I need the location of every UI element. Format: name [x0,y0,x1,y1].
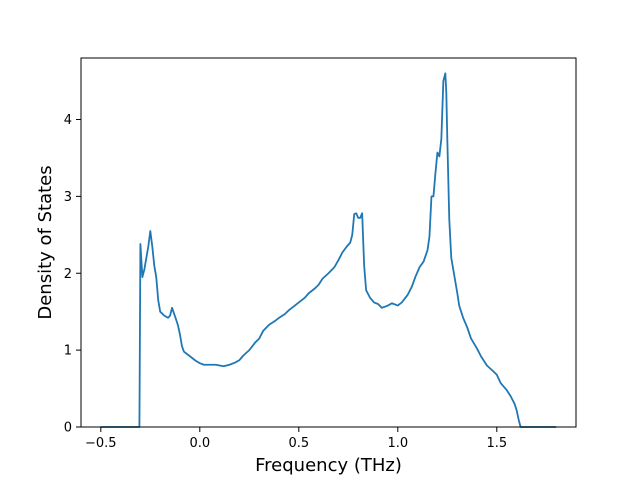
x-tick-label: −0.5 [85,436,117,451]
series-layer [100,72,557,428]
x-tick-label: 1.5 [486,436,507,451]
x-tick-label: 0.0 [189,436,210,451]
y-tick-label: 1 [64,344,72,359]
y-tick-label: 0 [64,421,72,436]
x-axis-ticks: −0.5 0.0 0.5 1.0 1.5 [85,427,507,451]
y-axis-title: Density of States [35,165,56,319]
x-axis-title: Frequency (THz) [255,455,402,476]
dos-series-line [100,72,557,428]
y-axis-ticks: 0 1 2 3 4 [64,113,81,436]
x-tick-label: 1.0 [387,436,408,451]
plot-frame [80,57,577,428]
y-tick-label: 2 [64,267,72,282]
y-tick-label: 4 [64,113,72,128]
x-tick-label: 0.5 [288,436,309,451]
y-tick-label: 3 [64,190,72,205]
